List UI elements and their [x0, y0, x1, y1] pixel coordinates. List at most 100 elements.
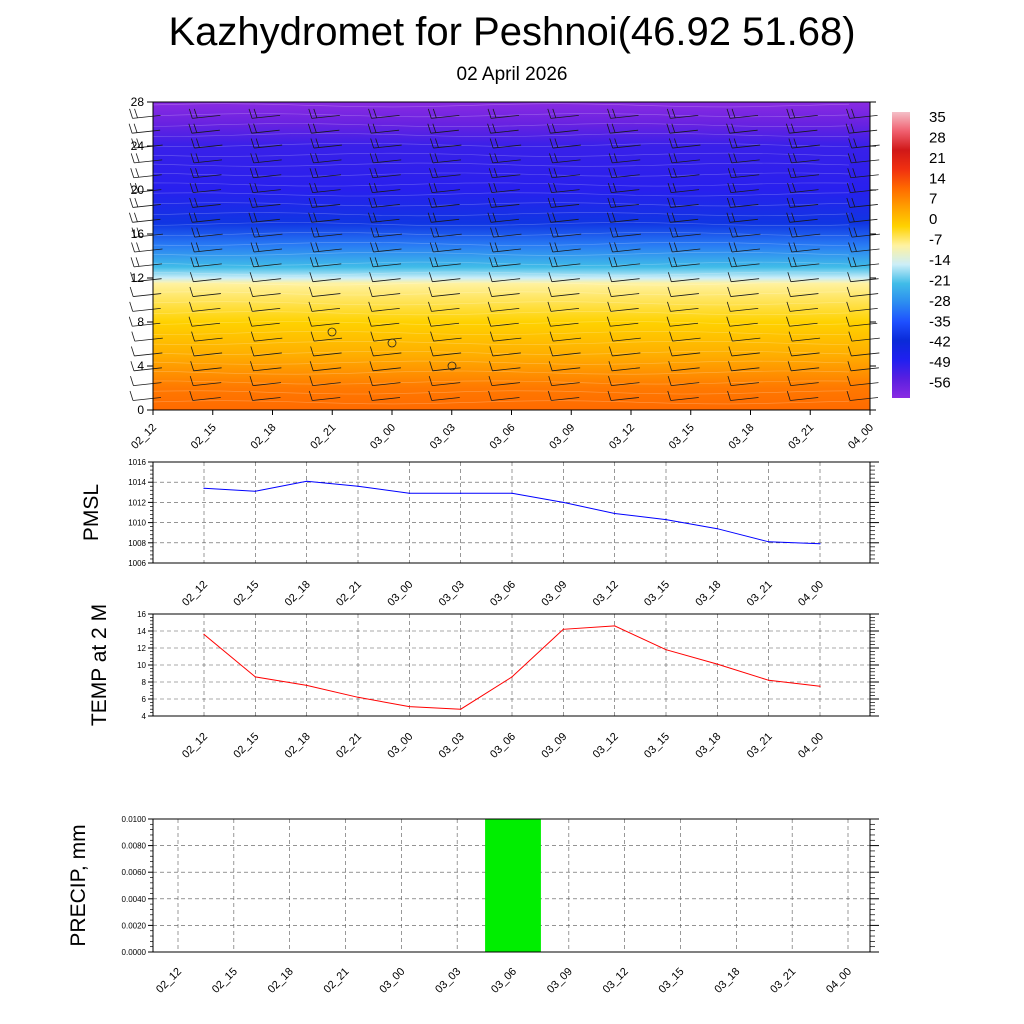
wind-barb-feather — [434, 168, 438, 178]
wind-barb-feather — [733, 138, 738, 148]
wind-barb-feather — [547, 197, 552, 208]
wind-barb-feather — [671, 212, 676, 222]
wind-barb-feather — [613, 168, 618, 178]
wind-barb-feather — [489, 153, 494, 164]
isotherm-contour — [152, 380, 850, 385]
wind-barb-feather — [370, 331, 375, 342]
wind-barb-feather — [612, 212, 616, 222]
wind-barb-feather — [728, 331, 733, 342]
wind-barb-feather — [791, 197, 796, 208]
wind-barb-feather — [793, 153, 797, 163]
y-tick-label: 1010 — [128, 519, 146, 528]
wind-barb-feather — [130, 346, 135, 357]
wind-barb-feather — [370, 138, 375, 149]
wind-barb-feather — [731, 197, 736, 208]
wind-barb — [368, 286, 401, 297]
pmsl-panel: 1006 1008 1010 1012 1014 1016 02_12 02_15 02_18 0… — [80, 458, 879, 609]
x-tick-label: 03_03 — [428, 422, 458, 452]
wind-barb — [788, 153, 820, 164]
wind-barb — [428, 301, 460, 312]
wind-barb-shaft — [550, 322, 579, 327]
wind-barb-shaft — [254, 337, 283, 342]
wind-barb-feather — [668, 361, 673, 371]
wind-barb-shaft — [313, 367, 342, 372]
x-tick-label: 03_00 — [368, 422, 398, 452]
x-tick-label: 03_00 — [385, 579, 415, 609]
wind-barb — [489, 138, 522, 149]
wind-barb-feather — [667, 272, 672, 282]
wind-barb-feather — [552, 108, 557, 118]
wind-barb-feather — [549, 153, 553, 164]
data-point — [819, 685, 821, 687]
isotherm-contour — [152, 261, 850, 266]
wind-barb-feather — [790, 123, 795, 133]
wind-barb — [130, 153, 163, 164]
wind-barb — [368, 301, 400, 312]
wind-barb-shaft — [372, 382, 401, 387]
wind-barb-feather — [792, 168, 797, 178]
wind-barb-feather — [733, 257, 737, 267]
colorbar-label: -49 — [929, 354, 951, 371]
wind-barb-feather — [374, 257, 379, 267]
wind-barb — [608, 153, 641, 164]
wind-barb — [308, 316, 340, 327]
wind-barb — [131, 138, 163, 149]
wind-barb-feather — [547, 390, 552, 401]
wind-barb-feather — [310, 331, 315, 342]
wind-barb-feather — [255, 138, 260, 148]
x-tick-label: 03_15 — [667, 422, 697, 452]
wind-barb-feather — [434, 153, 439, 163]
wind-barb-shaft — [431, 308, 460, 312]
wind-barb-feather — [787, 361, 792, 371]
x-tick-label: 03_12 — [607, 422, 637, 452]
wind-barb-feather — [729, 227, 733, 238]
wind-barb — [787, 168, 820, 179]
wind-barb-feather — [786, 197, 791, 208]
wind-barb — [308, 301, 340, 312]
wind-barb-feather — [314, 257, 319, 267]
wind-barb-feather — [435, 227, 440, 237]
x-tick-label: 02_15 — [231, 579, 261, 609]
wind-barb-feather — [553, 182, 557, 193]
data-point — [819, 543, 821, 545]
y-tick-label: 14 — [137, 627, 146, 636]
wind-barb — [190, 257, 222, 268]
colorbar-label: 28 — [929, 129, 946, 146]
wind-barb — [727, 286, 759, 297]
data-point — [203, 487, 205, 489]
wind-barb-feather — [673, 153, 678, 163]
wind-barb-feather — [190, 346, 195, 357]
wind-barb-feather — [852, 257, 857, 267]
wind-barb — [488, 182, 520, 193]
wind-barb — [549, 153, 581, 164]
wind-barb-shaft — [132, 322, 161, 327]
wind-barb-feather — [195, 168, 199, 178]
wind-barb-feather — [188, 316, 193, 327]
wind-barb-feather — [787, 168, 792, 178]
wind-barb — [727, 168, 760, 179]
wind-barb-feather — [135, 257, 140, 267]
wind-barb-feather — [672, 182, 677, 193]
wind-barb-feather — [845, 123, 850, 134]
x-tick-label: 02_15 — [189, 422, 219, 452]
wind-barb — [607, 212, 639, 223]
wind-barb-shaft — [492, 367, 521, 372]
y-tick-label: 10 — [137, 661, 146, 670]
wind-barb — [547, 390, 580, 401]
wind-barb-shaft — [849, 308, 878, 312]
wind-barb-feather — [367, 123, 372, 134]
wind-barb-feather — [488, 390, 492, 401]
wind-barb — [370, 138, 402, 149]
wind-barb-feather — [668, 242, 673, 253]
wind-barb — [487, 316, 519, 327]
wind-barb-feather — [189, 301, 193, 312]
wind-barb-feather — [255, 242, 260, 252]
wind-barb-shaft — [730, 382, 759, 387]
wind-barb-feather — [493, 168, 498, 178]
wind-barb — [189, 286, 221, 297]
wind-barb — [309, 272, 341, 283]
colorbar-label: -56 — [929, 375, 951, 392]
wind-barb-shaft — [192, 308, 221, 312]
wind-barb-feather — [667, 182, 672, 193]
wind-barb-shaft — [731, 352, 760, 357]
